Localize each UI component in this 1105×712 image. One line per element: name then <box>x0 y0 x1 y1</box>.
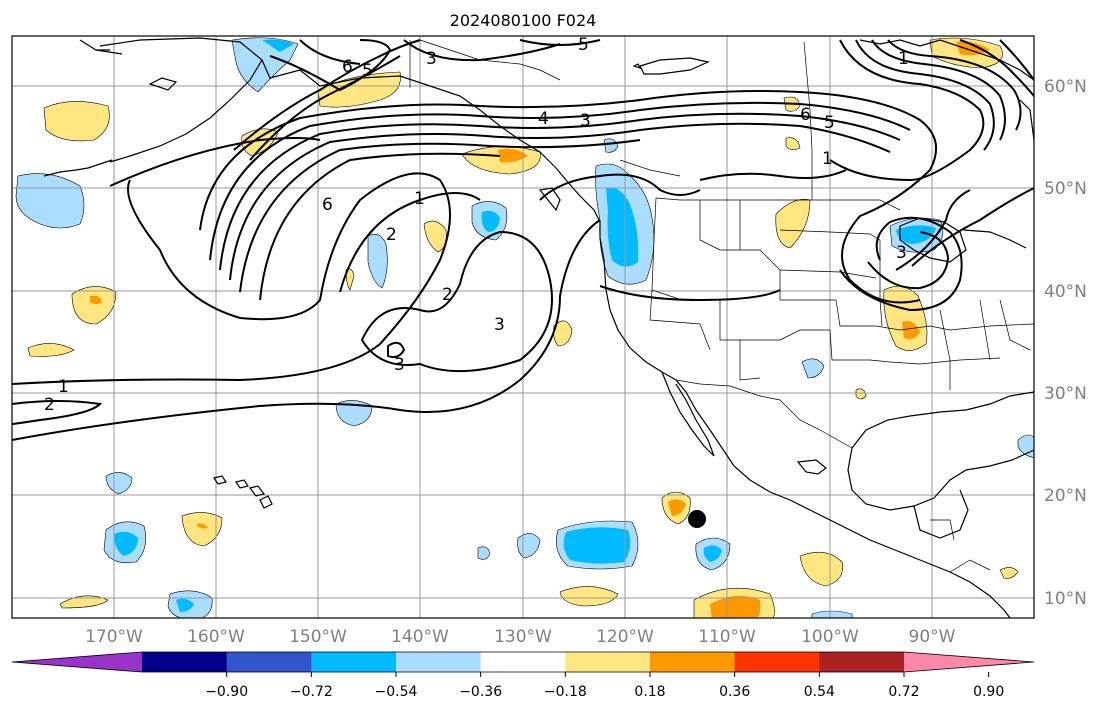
colorbar-swatch <box>650 652 736 672</box>
colorbar-swatch <box>396 652 482 672</box>
contour-label-2: 2 <box>386 225 397 245</box>
colorbar-tick-label: −0.90 <box>205 684 248 700</box>
map-frame <box>11 35 1035 619</box>
storm-center-marker <box>688 510 706 528</box>
contour-label-5: 5 <box>362 61 373 81</box>
lon-label: 130°W <box>494 627 552 647</box>
contour-labels: 1 2 1 2 2 3 3 6 6 5 3 5 4 3 6 5 1 1 3 <box>44 35 909 415</box>
colorbar-tick-label: −0.36 <box>459 684 502 700</box>
lon-label: 150°W <box>289 627 347 647</box>
colorbar-swatch <box>142 652 228 672</box>
colorbar-tick-label: 0.72 <box>888 684 919 700</box>
colorbar-tick-label: 0.90 <box>973 684 1004 700</box>
lon-label: 170°W <box>85 627 143 647</box>
colorbar-swatch <box>734 652 820 672</box>
colorbar-swatch <box>311 652 397 672</box>
contour-label-2: 2 <box>442 285 453 305</box>
contour-label-3: 3 <box>494 315 505 335</box>
lat-label: 10°N <box>1044 589 1087 609</box>
contour-label-6: 6 <box>342 57 353 77</box>
colorbar-swatch <box>565 652 651 672</box>
colorbar-outline <box>11 651 1035 673</box>
lat-label: 30°N <box>1044 384 1087 404</box>
lon-label: 90°W <box>909 627 956 647</box>
colorbar-swatch <box>226 652 312 672</box>
colorbar-tick-label: 0.18 <box>634 684 665 700</box>
lat-label: 20°N <box>1044 486 1087 506</box>
lon-label: 100°W <box>801 627 859 647</box>
longitude-labels: 170°W 160°W 150°W 140°W 130°W 120°W 110°… <box>85 627 956 647</box>
colorbar-tick-label: −0.18 <box>544 684 587 700</box>
lat-label: 50°N <box>1044 179 1087 199</box>
contour-label-5: 5 <box>578 35 589 55</box>
contour-label-4: 4 <box>538 109 549 129</box>
contour-label-1: 1 <box>898 49 909 69</box>
contour-label-5: 5 <box>824 113 835 133</box>
lat-label: 60°N <box>1044 77 1087 97</box>
colorbar: −0.90 −0.72 −0.54 −0.36 −0.18 0.18 0.36 0.54 0.7… <box>11 651 1035 700</box>
colorbar-extend-high <box>904 652 1034 672</box>
colorbar-tick-label: −0.72 <box>290 684 333 700</box>
latitude-labels: 60°N 50°N 40°N 30°N 20°N 10°N <box>1044 77 1087 609</box>
graticule <box>12 36 1034 618</box>
lon-label: 160°W <box>187 627 245 647</box>
positive-anomaly-shading <box>27 37 1019 618</box>
contour-label-2: 2 <box>44 395 55 415</box>
colorbar-tick-label: −0.54 <box>375 684 418 700</box>
contour-label-6: 6 <box>322 195 333 215</box>
coastlines <box>43 37 1034 618</box>
lon-label: 110°W <box>698 627 756 647</box>
colorbar-swatch <box>480 652 566 672</box>
map-panel: 1 2 1 2 2 3 3 6 6 5 3 5 4 3 6 5 1 1 3 <box>11 35 1035 619</box>
colorbar-tick-label: 0.54 <box>804 684 835 700</box>
colorbar-tick-label: 0.36 <box>719 684 750 700</box>
contour-label-1: 1 <box>822 149 833 169</box>
lat-label: 40°N <box>1044 282 1087 302</box>
colorbar-swatch <box>819 652 905 672</box>
lon-label: 140°W <box>391 627 449 647</box>
contour-label-1: 1 <box>58 377 69 397</box>
contour-label-6: 6 <box>800 105 811 125</box>
contour-label-3: 3 <box>896 243 907 263</box>
contour-label-1: 1 <box>414 189 425 209</box>
contour-label-3: 3 <box>426 49 437 69</box>
height-contours <box>12 39 1034 441</box>
colorbar-extend-low <box>12 652 142 672</box>
map-title: 2024080100 F024 <box>450 11 597 30</box>
lon-label: 120°W <box>596 627 654 647</box>
contour-label-3: 3 <box>580 111 591 131</box>
contour-label-3: 3 <box>394 355 405 375</box>
